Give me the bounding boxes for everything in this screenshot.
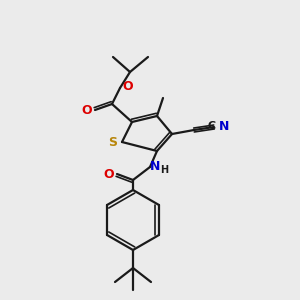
Text: H: H [160, 165, 168, 175]
Text: O: O [82, 103, 92, 116]
Text: C: C [208, 121, 216, 131]
Text: S: S [109, 136, 118, 148]
Text: N: N [219, 121, 229, 134]
Text: O: O [123, 80, 133, 92]
Text: N: N [150, 160, 160, 173]
Text: O: O [104, 167, 114, 181]
